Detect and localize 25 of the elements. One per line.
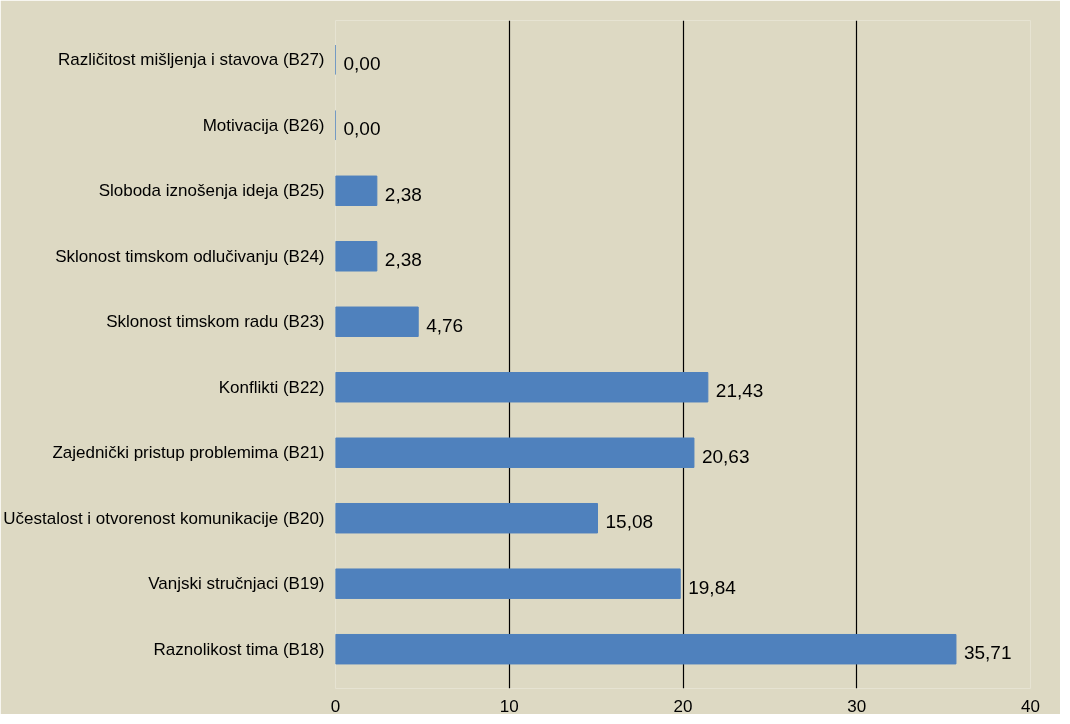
y-tick-label: Vanjski stručnjaci (B19) bbox=[148, 574, 325, 594]
y-tick-label: Konflikti (B22) bbox=[218, 377, 325, 397]
data-label: 2,38 bbox=[384, 183, 422, 205]
x-tick-label: 10 bbox=[499, 696, 519, 716]
x-tick-label: 40 bbox=[1021, 696, 1040, 716]
x-tick-label: 20 bbox=[673, 696, 693, 716]
data-label: 4,76 bbox=[426, 314, 464, 336]
y-tick-label: Sklonost timskom odlučivanju (B24) bbox=[55, 246, 325, 266]
y-tick-label: Sloboda iznošenja ideja (B25) bbox=[98, 181, 325, 201]
x-tick-label: 30 bbox=[847, 696, 867, 716]
y-tick-label: Sklonost timskom radu (B23) bbox=[106, 312, 325, 332]
data-label: 0,00 bbox=[343, 118, 381, 140]
x-tick-label: 0 bbox=[330, 696, 341, 716]
data-label: 21,43 bbox=[715, 380, 764, 402]
data-label: 0,00 bbox=[343, 52, 381, 74]
data-label: 35,71 bbox=[963, 642, 1012, 664]
data-label: 15,08 bbox=[605, 511, 654, 533]
y-tick-label: Raznolikost tima (B18) bbox=[153, 639, 325, 659]
y-tick-label: Različitost mišljenja i stavova (B27) bbox=[58, 50, 325, 70]
data-label: 2,38 bbox=[384, 249, 422, 271]
data-label: 20,63 bbox=[701, 445, 750, 467]
y-tick-label: Učestalost i otvorenost komunikacije (B20) bbox=[3, 508, 325, 528]
data-label: 19,84 bbox=[688, 576, 737, 598]
y-tick-label: Motivacija (B26) bbox=[202, 115, 325, 135]
y-tick-label: Zajednički pristup problemima (B21) bbox=[52, 443, 325, 463]
